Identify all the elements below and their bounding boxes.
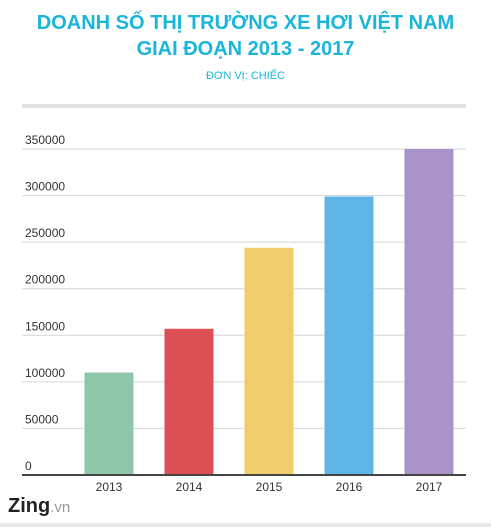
y-tick-label: 250000 xyxy=(25,226,65,240)
y-tick-label: 100000 xyxy=(25,366,65,380)
chart-title: DOANH SỐ THỊ TRƯỜNG XE HƠI VIỆT NAM GIAI… xyxy=(0,10,491,62)
zing-logo-main: Zing xyxy=(8,495,51,517)
x-tick-label: 2017 xyxy=(416,480,443,494)
bar-2017 xyxy=(404,149,454,475)
x-tick-label: 2014 xyxy=(176,480,203,494)
chart-unit-label: ĐƠN VỊ: CHIẾC xyxy=(205,70,286,82)
bar-2013 xyxy=(84,372,134,475)
bar-2016 xyxy=(324,196,374,475)
chart-title-line-2: GIAI ĐOẠN 2013 - 2017 xyxy=(136,38,355,60)
y-tick-label: 350000 xyxy=(25,133,65,147)
x-tick-label: 2016 xyxy=(336,480,363,494)
top-divider xyxy=(22,104,466,108)
bar-2014 xyxy=(164,328,214,475)
zing-logo: Zing.vn xyxy=(8,495,70,518)
y-tick-label: 50000 xyxy=(25,412,59,426)
y-tick-label: 300000 xyxy=(25,180,65,194)
y-tick-label: 150000 xyxy=(25,319,65,333)
y-tick-label: 0 xyxy=(25,459,32,473)
y-tick-label: 200000 xyxy=(25,273,65,287)
x-tick-label: 2013 xyxy=(96,480,123,494)
zing-logo-suffix: .vn xyxy=(50,499,71,516)
x-tick-label: 2015 xyxy=(256,480,283,494)
chart-title-line-1: DOANH SỐ THỊ TRƯỜNG XE HƠI VIỆT NAM xyxy=(36,12,455,34)
footer-divider xyxy=(0,523,491,527)
bar-2015 xyxy=(244,247,294,475)
